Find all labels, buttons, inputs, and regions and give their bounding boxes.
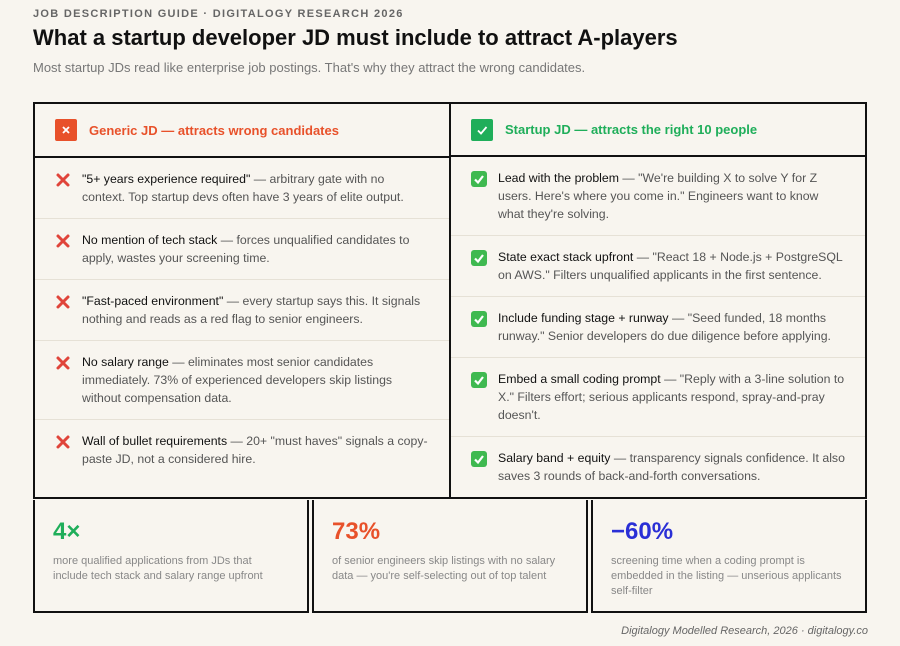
stat: 4× more qualified applications from JDs t… <box>33 500 309 613</box>
x-icon <box>56 435 70 449</box>
item-lead: Embed a small coding prompt <box>498 372 661 386</box>
check-icon <box>471 311 487 327</box>
item-text: State exact stack upfront — "React 18 + … <box>498 248 845 284</box>
item-lead: Wall of bullet requirements <box>82 434 228 448</box>
item-lead: No mention of tech stack <box>82 233 218 247</box>
column: Generic JD — attracts wrong candidates "5… <box>35 104 449 497</box>
check-icon <box>471 250 487 266</box>
item-detail: — transparency signals confidence. It al… <box>498 451 845 483</box>
item: "5+ years experience required" — arbitra… <box>35 158 449 219</box>
column-title: Generic JD — attracts wrong candidates <box>89 122 339 138</box>
item-lead: State exact stack upfront <box>498 250 634 264</box>
item-detail: — 20+ "must haves" signals a copy-paste … <box>82 434 428 466</box>
column-header: Startup JD — attracts the right 10 peopl… <box>451 104 865 157</box>
comparison: Generic JD — attracts wrong candidates "5… <box>33 102 867 499</box>
stat: −60% screening time when a coding prompt … <box>591 500 867 613</box>
stat-text: of senior engineers skip listings with n… <box>332 555 556 582</box>
item-text: Wall of bullet requirements — 20+ "must … <box>82 432 429 468</box>
item-detail: — arbitrary gate with no context. Top st… <box>82 172 404 204</box>
item: No mention of tech stack — forces unqual… <box>35 219 449 280</box>
item-lead: Include funding stage + runway <box>498 311 669 325</box>
eyebrow: JOB DESCRIPTION GUIDE · DIGITALOGY RESEA… <box>33 8 404 20</box>
check-icon <box>471 451 487 467</box>
x-icon <box>56 356 70 370</box>
column-header: Generic JD — attracts wrong candidates <box>35 104 449 158</box>
item-text: Embed a small coding prompt — "Reply wit… <box>498 370 845 424</box>
item: Wall of bullet requirements — 20+ "must … <box>35 420 449 480</box>
item: No salary range — eliminates most senior… <box>35 341 449 420</box>
stat-text: screening time when a coding prompt is e… <box>611 555 842 597</box>
item-detail: — "Reply with a 3-line solution to X." F… <box>498 372 845 422</box>
title: What a startup developer JD must include… <box>33 25 678 50</box>
item-detail: — "React 18 + Node.js + PostgreSQL on AW… <box>498 250 843 282</box>
item-text: Include funding stage + runway — "Seed f… <box>498 309 845 345</box>
item-text: "Fast-paced environment" — every startup… <box>82 292 429 328</box>
item: Include funding stage + runway — "Seed f… <box>451 297 865 358</box>
item-lead: "Fast-paced environment" <box>82 294 224 308</box>
item-text: Salary band + equity — transparency sign… <box>498 449 845 485</box>
item-text: No salary range — eliminates most senior… <box>82 353 429 407</box>
check-icon <box>471 372 487 388</box>
item: State exact stack upfront — "React 18 + … <box>451 236 865 297</box>
x-badge <box>55 119 77 141</box>
item-detail: — "Seed funded, 18 months runway." Senio… <box>498 311 831 343</box>
item-lead: No salary range <box>82 355 169 369</box>
x-icon <box>56 295 70 309</box>
item: "Fast-paced environment" — every startup… <box>35 280 449 341</box>
item-lead: Lead with the problem <box>498 171 619 185</box>
column-title: Startup JD — attracts the right 10 peopl… <box>505 122 758 137</box>
stat: 73% of senior engineers skip listings wit… <box>312 500 588 613</box>
item-detail: — every startup says this. It signals no… <box>82 294 421 326</box>
item-lead: "5+ years experience required" <box>82 172 251 186</box>
stats: 4× more qualified applications from JDs t… <box>33 500 867 613</box>
stat-value: 73% <box>332 518 381 545</box>
item-lead: Salary band + equity <box>498 451 611 465</box>
stat-text: more qualified applications from JDs tha… <box>53 555 263 582</box>
x-icon <box>56 173 70 187</box>
item-text: "5+ years experience required" — arbitra… <box>82 170 429 206</box>
check-badge <box>471 118 493 141</box>
item: Lead with the problem — "We're building … <box>451 157 865 236</box>
item-detail: — forces unqualified candidates to apply… <box>82 233 410 265</box>
stat-value: 4× <box>53 518 81 545</box>
item: Salary band + equity — transparency sign… <box>451 437 865 497</box>
stat-value: −60% <box>611 518 674 545</box>
item-detail: — eliminates most senior candidates imme… <box>82 355 393 405</box>
x-icon <box>56 234 70 248</box>
column: Startup JD — attracts the right 10 peopl… <box>449 104 865 497</box>
footer: Digitalogy Modelled Research, 2026 · dig… <box>621 625 868 637</box>
item-text: No mention of tech stack — forces unqual… <box>82 231 429 267</box>
subtitle: Most startup JDs read like enterprise jo… <box>33 60 586 75</box>
check-icon <box>471 171 487 187</box>
item-text: Lead with the problem — "We're building … <box>498 169 845 223</box>
item-detail: — "We're building X to solve Y for Z use… <box>498 171 819 221</box>
item: Embed a small coding prompt — "Reply wit… <box>451 358 865 437</box>
